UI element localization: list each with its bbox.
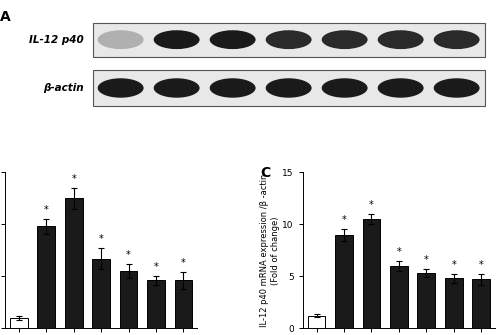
Bar (390, 266, 408, 328)
Bar (308, 316, 326, 328)
Text: *: * (424, 255, 428, 265)
Text: *: * (342, 215, 346, 225)
Text: *: * (181, 258, 186, 268)
Bar (174, 280, 192, 328)
FancyBboxPatch shape (93, 22, 485, 57)
Ellipse shape (210, 78, 256, 98)
Ellipse shape (322, 30, 368, 49)
Text: *: * (396, 247, 402, 257)
Ellipse shape (266, 30, 312, 49)
Ellipse shape (98, 78, 144, 98)
Text: *: * (479, 260, 484, 270)
Ellipse shape (154, 78, 200, 98)
Ellipse shape (154, 30, 200, 49)
Bar (445, 278, 462, 328)
Ellipse shape (322, 78, 368, 98)
Bar (362, 219, 380, 328)
Ellipse shape (98, 30, 144, 49)
Text: *: * (98, 234, 103, 245)
Text: A: A (0, 10, 11, 24)
Text: *: * (126, 250, 131, 260)
Ellipse shape (210, 30, 256, 49)
Text: *: * (369, 200, 374, 210)
Bar (472, 279, 490, 328)
Bar (335, 235, 353, 328)
Text: *: * (452, 260, 456, 270)
Y-axis label: IL-12 p40 mRNA expression /β -actin
(Fold of change): IL-12 p40 mRNA expression /β -actin (Fol… (260, 174, 280, 327)
Text: IL-12 p40: IL-12 p40 (28, 35, 84, 45)
Bar (147, 280, 165, 328)
Text: C: C (260, 166, 271, 180)
Ellipse shape (378, 78, 424, 98)
Ellipse shape (378, 30, 424, 49)
Bar (120, 271, 138, 328)
Text: *: * (72, 174, 76, 184)
Ellipse shape (266, 78, 312, 98)
Bar (10, 318, 28, 328)
Text: *: * (154, 262, 158, 272)
Text: β-actin: β-actin (43, 83, 84, 93)
Bar (92, 259, 110, 328)
Bar (418, 273, 436, 328)
Ellipse shape (434, 30, 480, 49)
Ellipse shape (434, 78, 480, 98)
Text: *: * (44, 205, 48, 215)
Bar (64, 198, 82, 328)
Bar (38, 226, 55, 328)
FancyBboxPatch shape (93, 70, 485, 106)
